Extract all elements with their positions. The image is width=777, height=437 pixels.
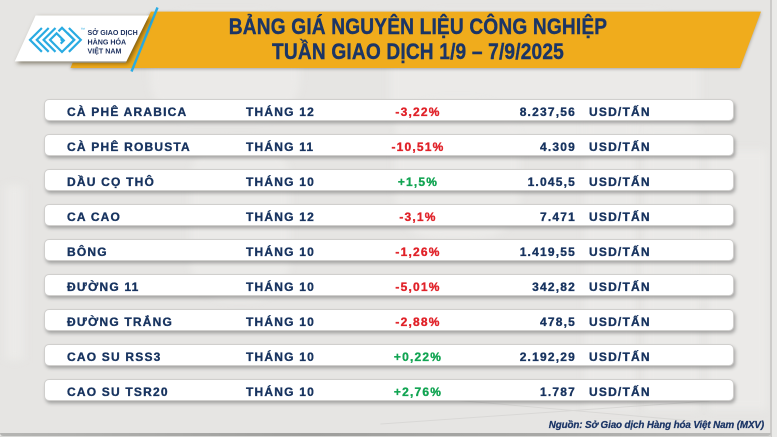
svg-text:HÀNG HÓA: HÀNG HÓA: [88, 37, 127, 46]
svg-text:™: ™: [81, 27, 86, 32]
svg-text:SỞ GIAO DỊCH: SỞ GIAO DỊCH: [88, 28, 138, 37]
svg-text:VIỆT NAM: VIỆT NAM: [88, 46, 122, 55]
